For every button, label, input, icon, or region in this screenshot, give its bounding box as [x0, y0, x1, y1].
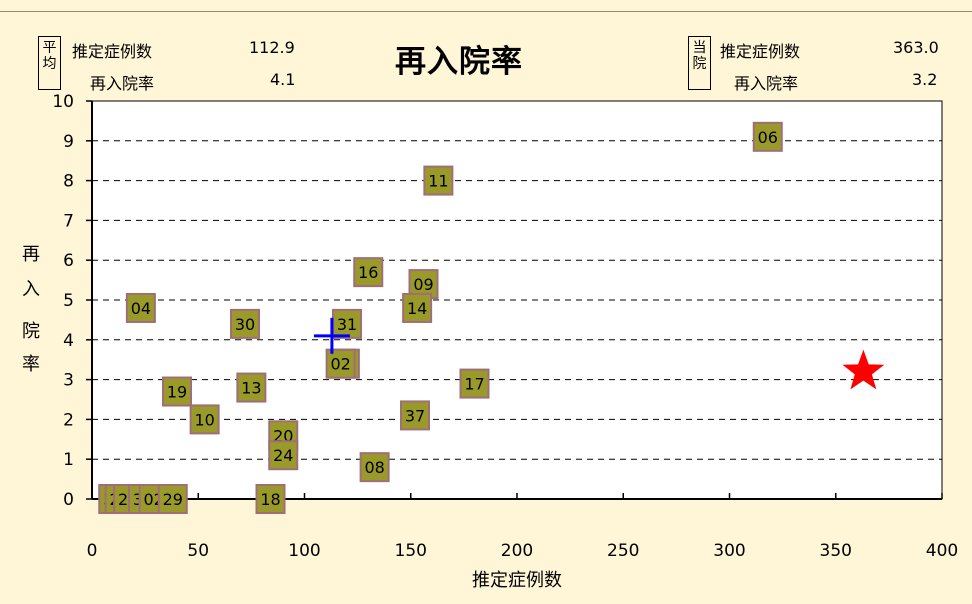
y-tick-label: 2 — [63, 410, 74, 430]
y-tick-label: 10 — [52, 92, 74, 112]
data-point-label: 09 — [413, 275, 433, 294]
data-point-marker — [359, 452, 390, 483]
data-point-marker — [255, 484, 286, 514]
y-tick-label: 4 — [63, 331, 74, 351]
y-label-char: 再 — [22, 244, 40, 265]
data-point-marker — [423, 165, 454, 196]
data-point-marker — [125, 292, 156, 323]
y-tick-label: 8 — [63, 172, 74, 192]
data-point-marker — [402, 292, 433, 323]
data-point-marker — [157, 484, 188, 514]
data-point-label: 04 — [131, 299, 151, 318]
data-point-label: 24 — [273, 446, 293, 465]
data-point-marker — [353, 257, 384, 288]
data-point-marker — [752, 121, 783, 152]
data-point: 31 — [332, 308, 362, 339]
data-point: 13 — [236, 372, 267, 403]
data-point-label: 11 — [428, 172, 448, 191]
y-tick-label: 1 — [63, 450, 74, 470]
data-point: 37 — [400, 400, 430, 431]
data-point-marker — [400, 400, 430, 431]
y-label-char: 率 — [22, 354, 40, 375]
own-readmission-label: 再入院率 — [734, 74, 799, 93]
data-point: 08 — [359, 452, 390, 483]
own-hospital-star — [842, 349, 885, 390]
x-tick-label: 150 — [395, 541, 427, 561]
y-label-char: 入 — [22, 279, 40, 300]
x-tick-label: 0 — [87, 541, 98, 561]
data-point: 06 — [752, 121, 783, 152]
data-point-label: 16 — [358, 263, 378, 282]
data-point-marker — [230, 308, 260, 339]
data-point: 30 — [230, 308, 260, 339]
data-point-label: 19 — [167, 383, 187, 402]
average-readmission-value: 4.1 — [270, 70, 296, 89]
data-point-label: 14 — [407, 299, 427, 318]
data-point-label: 13 — [241, 379, 261, 398]
x-tick-label: 350 — [820, 541, 852, 561]
y-tick-label: 5 — [63, 291, 74, 311]
x-tick-label: 50 — [187, 541, 209, 561]
data-point-marker — [162, 376, 192, 407]
data-point: 16 — [353, 257, 384, 288]
own-hospital-tag: 当院 — [688, 36, 711, 90]
data-point-label: 37 — [405, 406, 425, 425]
data-point-label: 30 — [235, 315, 255, 334]
data-point-label: 29 — [163, 490, 183, 509]
data-point: 29 — [157, 484, 188, 514]
x-tick-label: 200 — [501, 541, 533, 561]
y-tick-label: 0 — [63, 490, 74, 510]
y-tick-label: 6 — [63, 251, 74, 271]
data-point-marker — [189, 404, 220, 435]
x-tick-label: 400 — [926, 541, 958, 561]
y-tick-label: 3 — [63, 371, 74, 391]
own-cases-value: 363.0 — [893, 38, 939, 57]
x-tick-label: 100 — [288, 541, 320, 561]
own-readmission-value: 3.2 — [912, 70, 938, 89]
average-readmission-label: 再入院率 — [90, 74, 155, 93]
data-point: 04 — [125, 292, 156, 323]
data-point: 10 — [189, 404, 220, 435]
data-point-label: 06 — [758, 128, 778, 147]
y-tick-label: 7 — [63, 211, 74, 231]
own-cases-label: 推定症例数 — [720, 42, 801, 61]
data-point: 17 — [459, 368, 490, 399]
y-tick-label: 9 — [63, 132, 74, 152]
data-point-label: 08 — [364, 458, 384, 477]
average-cases-label: 推定症例数 — [72, 42, 153, 61]
data-point-label: 17 — [464, 375, 484, 394]
data-point-marker — [268, 440, 299, 471]
data-point-marker — [236, 372, 267, 403]
data-point-label: 31 — [337, 315, 357, 334]
data-point: 24 — [268, 440, 299, 471]
y-label-char: 院 — [22, 321, 40, 342]
average-cases-value: 112.9 — [249, 38, 295, 57]
x-axis-title: 推定症例数 — [472, 570, 562, 591]
top-divider — [0, 11, 972, 12]
data-point-marker — [459, 368, 490, 399]
data-point-label: 18 — [260, 490, 280, 509]
chart-title: 再入院率 — [395, 44, 523, 80]
x-tick-label: 300 — [713, 541, 745, 561]
data-point: 11 — [423, 165, 454, 196]
average-tag: 平均 — [38, 36, 61, 90]
x-tick-label: 250 — [607, 541, 639, 561]
data-point: 18 — [255, 484, 286, 514]
data-point-label: 02 — [330, 355, 350, 374]
plot-area — [91, 100, 943, 500]
data-point: 02 — [325, 348, 356, 379]
data-point-marker — [325, 348, 356, 379]
data-point-label: 10 — [194, 410, 214, 429]
data-point: 19 — [162, 376, 192, 407]
data-point: 14 — [402, 292, 433, 323]
